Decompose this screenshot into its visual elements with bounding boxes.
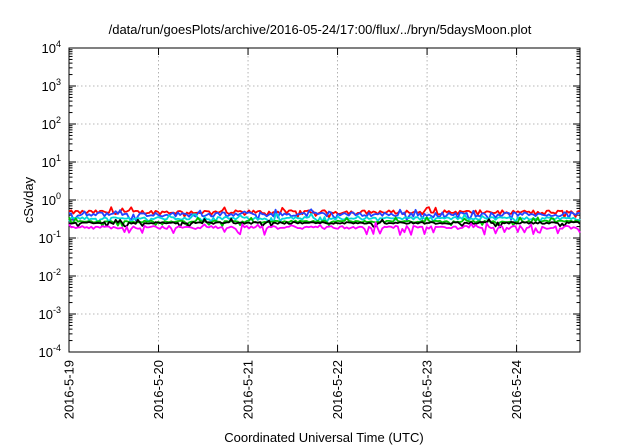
x-tick-label: 2016-5-24 — [509, 360, 524, 419]
grid-lines — [69, 48, 580, 352]
chart-title: /data/run/goesPlots/archive/2016-05-24/1… — [109, 22, 532, 37]
y-tick-label: 102 — [42, 115, 61, 132]
y-tick-base: 10 — [42, 41, 56, 56]
x-axis-label: Coordinated Universal Time (UTC) — [224, 430, 423, 445]
y-tick-label: 10-3 — [39, 305, 61, 322]
y-tick-exponent: 3 — [56, 77, 61, 87]
x-tick-label: 2016-5-19 — [62, 360, 77, 419]
y-tick-base: 10 — [39, 231, 53, 246]
y-tick-exponent: 1 — [56, 153, 61, 163]
y-tick-label: 100 — [42, 191, 61, 208]
series-line — [68, 221, 581, 236]
y-axis-label: cSv/day — [21, 176, 36, 223]
series-line — [68, 212, 581, 225]
y-tick-label: 10-2 — [39, 267, 61, 284]
y-tick-exponent: -3 — [53, 305, 61, 315]
y-tick-exponent: 4 — [56, 39, 61, 49]
y-tick-base: 10 — [39, 269, 53, 284]
x-tick-label: 2016-5-22 — [330, 360, 345, 419]
x-tick-label: 2016-5-23 — [420, 360, 435, 419]
series-line — [68, 208, 581, 222]
y-tick-base: 10 — [39, 307, 53, 322]
y-tick-base: 10 — [42, 155, 56, 170]
x-tick-label: 2016-5-21 — [241, 360, 256, 419]
y-tick-exponent: -2 — [53, 267, 61, 277]
y-tick-label: 10-1 — [39, 229, 61, 246]
y-tick-exponent: 2 — [56, 115, 61, 125]
y-tick-exponent: 0 — [56, 191, 61, 201]
y-tick-base: 10 — [39, 345, 53, 360]
x-tick-label: 2016-5-20 — [151, 360, 166, 419]
y-tick-label: 10-4 — [39, 343, 61, 360]
x-axis-ticks: 2016-5-19 2016-5-20 2016-5-21 2016-5-22 2016… — [62, 48, 524, 419]
y-tick-base: 10 — [42, 193, 56, 208]
y-tick-base: 10 — [42, 117, 56, 132]
y-tick-exponent: -4 — [53, 343, 61, 353]
y-tick-label: 103 — [42, 77, 61, 94]
y-tick-exponent: -1 — [53, 229, 61, 239]
series-line — [68, 206, 581, 219]
y-tick-label: 104 — [42, 39, 61, 56]
series-lines — [68, 206, 581, 236]
series-line — [68, 217, 581, 229]
y-tick-base: 10 — [42, 79, 56, 94]
y-tick-label: 101 — [42, 153, 61, 170]
